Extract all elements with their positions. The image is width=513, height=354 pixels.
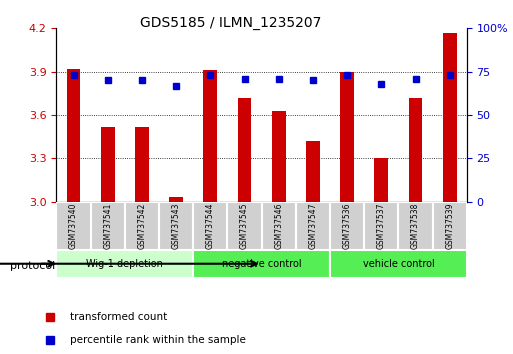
FancyBboxPatch shape [56,202,91,250]
Bar [340,72,354,202]
Text: GSM737542: GSM737542 [137,202,146,249]
Text: transformed count: transformed count [70,312,168,322]
Text: negative control: negative control [222,259,302,269]
Bar [135,127,149,202]
Text: GSM737543: GSM737543 [172,202,181,249]
Bar [443,33,457,202]
Text: GSM737546: GSM737546 [274,202,283,249]
Bar [272,111,286,202]
FancyBboxPatch shape [91,202,125,250]
Text: GSM737541: GSM737541 [103,202,112,249]
Text: Wig-1 depletion: Wig-1 depletion [86,259,163,269]
Text: GSM737540: GSM737540 [69,202,78,249]
FancyBboxPatch shape [330,250,467,278]
Text: vehicle control: vehicle control [363,259,435,269]
Bar [409,98,422,202]
Text: GSM737539: GSM737539 [445,202,454,249]
FancyBboxPatch shape [227,202,262,250]
FancyBboxPatch shape [296,202,330,250]
FancyBboxPatch shape [330,202,364,250]
Bar [67,69,81,202]
FancyBboxPatch shape [56,250,193,278]
Text: percentile rank within the sample: percentile rank within the sample [70,335,246,346]
Text: GSM737545: GSM737545 [240,202,249,249]
Bar [169,198,183,202]
FancyBboxPatch shape [159,202,193,250]
Text: GSM737538: GSM737538 [411,202,420,249]
FancyBboxPatch shape [193,250,330,278]
Bar [204,70,217,202]
Bar [374,159,388,202]
Bar [306,141,320,202]
FancyBboxPatch shape [432,202,467,250]
FancyBboxPatch shape [364,202,399,250]
FancyBboxPatch shape [125,202,159,250]
Text: protocol: protocol [10,261,55,271]
FancyBboxPatch shape [193,202,227,250]
Text: GSM737544: GSM737544 [206,202,215,249]
Bar [101,127,114,202]
Bar [238,98,251,202]
FancyBboxPatch shape [262,202,296,250]
FancyBboxPatch shape [399,202,432,250]
Text: GSM737547: GSM737547 [308,202,318,249]
Text: GDS5185 / ILMN_1235207: GDS5185 / ILMN_1235207 [140,16,322,30]
Text: GSM737537: GSM737537 [377,202,386,249]
Text: GSM737536: GSM737536 [343,202,351,249]
